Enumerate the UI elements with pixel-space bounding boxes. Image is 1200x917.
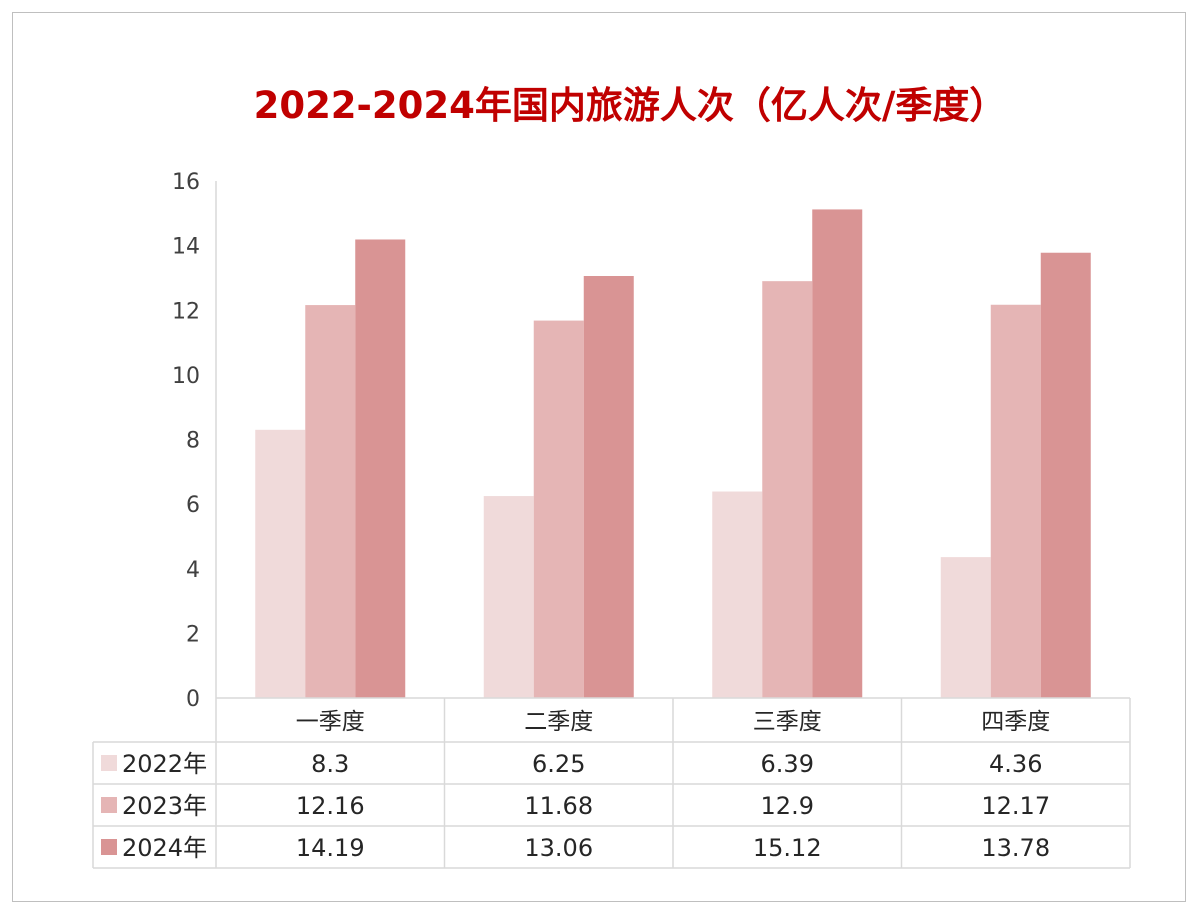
legend-label: 2022年 [122,750,207,778]
category-label: 四季度 [981,709,1050,735]
bar-2-3 [762,281,813,698]
bar-2-2 [533,320,584,698]
bar-1-2 [483,496,534,698]
data-label: 12.16 [296,792,365,820]
data-label: 15.12 [753,834,822,862]
y-tick-label: 10 [172,364,200,389]
data-table: 一季度 二季度 三季度 四季度 2022年 8.3 6.25 6.39 4.36 2023年 12.… [92,697,1131,869]
bars-group [255,209,1091,698]
bar-1-1 [255,429,306,698]
chart-frame [12,12,1186,902]
legend-label: 2024年 [122,834,207,862]
y-tick-label: 4 [186,558,200,583]
bar-3-4 [1040,252,1091,698]
category-label: 三季度 [753,709,822,735]
data-label: 4.36 [989,750,1042,778]
data-label: 13.06 [524,834,593,862]
y-tick-label: 6 [186,493,200,518]
legend-swatch-1 [101,755,117,771]
data-label: 13.78 [981,834,1050,862]
data-label: 12.9 [761,792,814,820]
category-label: 二季度 [524,709,593,735]
data-label: 6.39 [761,750,814,778]
y-tick-label: 0 [186,687,200,712]
chart-title: 2022-2024年国内旅游人次（亿人次/季度） [253,84,1007,127]
legend-swatch-2 [101,797,117,813]
bar-3-3 [812,209,863,698]
y-tick-label: 16 [172,170,200,195]
data-label: 11.68 [524,792,593,820]
bar-2-1 [305,305,356,698]
data-label: 12.17 [981,792,1050,820]
y-tick-label: 2 [186,622,200,647]
bar-3-2 [583,275,634,698]
data-label: 6.25 [532,750,585,778]
legend-label: 2023年 [122,792,207,820]
bar-2-4 [990,304,1041,698]
bar-1-3 [712,491,763,698]
data-label: 14.19 [296,834,365,862]
y-tick-label: 14 [172,235,200,260]
axes-group: 0 2 4 6 8 10 12 14 16 [172,170,217,712]
y-tick-label: 8 [186,429,200,454]
bar-3-1 [355,239,406,698]
bar-1-4 [940,557,991,698]
y-tick-label: 12 [172,299,200,324]
legend-swatch-3 [101,839,117,855]
category-label: 一季度 [296,709,365,735]
data-label: 8.3 [311,750,349,778]
